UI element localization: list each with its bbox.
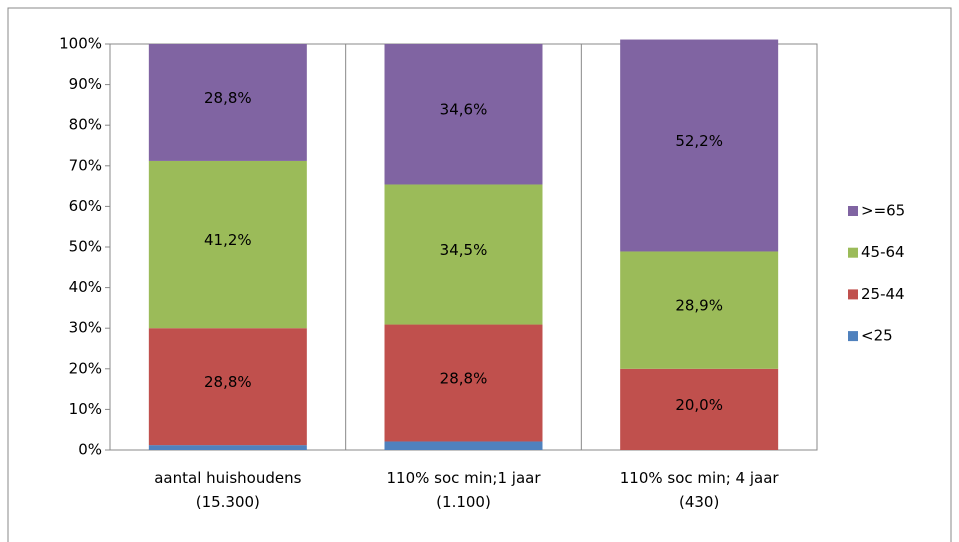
data-label: 52,2% (675, 132, 723, 150)
legend-label: >=65 (861, 202, 905, 220)
y-tick-label: 40% (69, 278, 102, 296)
bar-segment (148, 328, 307, 446)
y-tick-label: 10% (69, 400, 102, 418)
y-tick-label: 0% (78, 441, 102, 459)
data-label: 34,5% (440, 241, 488, 259)
bar-segment (620, 39, 779, 252)
bar-segment (148, 44, 307, 161)
y-tick-label: 70% (69, 156, 102, 174)
data-label: 41,2% (204, 231, 252, 249)
bar-segment (148, 160, 307, 329)
data-label: 20,0% (675, 396, 723, 414)
legend-label: 45-64 (861, 243, 905, 261)
legend-swatch (848, 331, 858, 342)
legend-swatch (848, 206, 858, 216)
data-label: 28,8% (204, 373, 252, 391)
y-tick-label: 20% (69, 359, 102, 377)
bar-segment (620, 368, 779, 450)
legend-swatch (848, 247, 858, 258)
y-tick-label: 100% (59, 35, 102, 53)
bar-segment (148, 445, 307, 450)
bar-segment (384, 324, 543, 442)
bar-segment (384, 441, 543, 450)
bar-segment (384, 184, 543, 325)
y-tick-label: 80% (69, 116, 102, 134)
legend-swatch (848, 289, 858, 300)
legend-label: 25-44 (861, 285, 905, 303)
y-tick-label: 60% (69, 197, 102, 215)
data-label: 34,6% (440, 101, 488, 119)
data-label: 28,9% (675, 297, 723, 315)
bar-segment (620, 251, 779, 369)
data-label: 28,8% (440, 370, 488, 388)
y-tick-label: 30% (69, 319, 102, 337)
data-label: 28,8% (204, 89, 252, 107)
y-tick-label: 50% (69, 238, 102, 256)
x-tick-label: 110% soc min; 4 jaar (430) (619, 469, 779, 511)
y-tick-label: 90% (69, 75, 102, 93)
x-tick-label: aantal huishoudens (15.300) (154, 469, 302, 511)
x-tick-label: 110% soc min;1 jaar (1.100) (386, 469, 541, 511)
bar-segment (384, 44, 543, 185)
legend-label: <25 (861, 327, 893, 345)
